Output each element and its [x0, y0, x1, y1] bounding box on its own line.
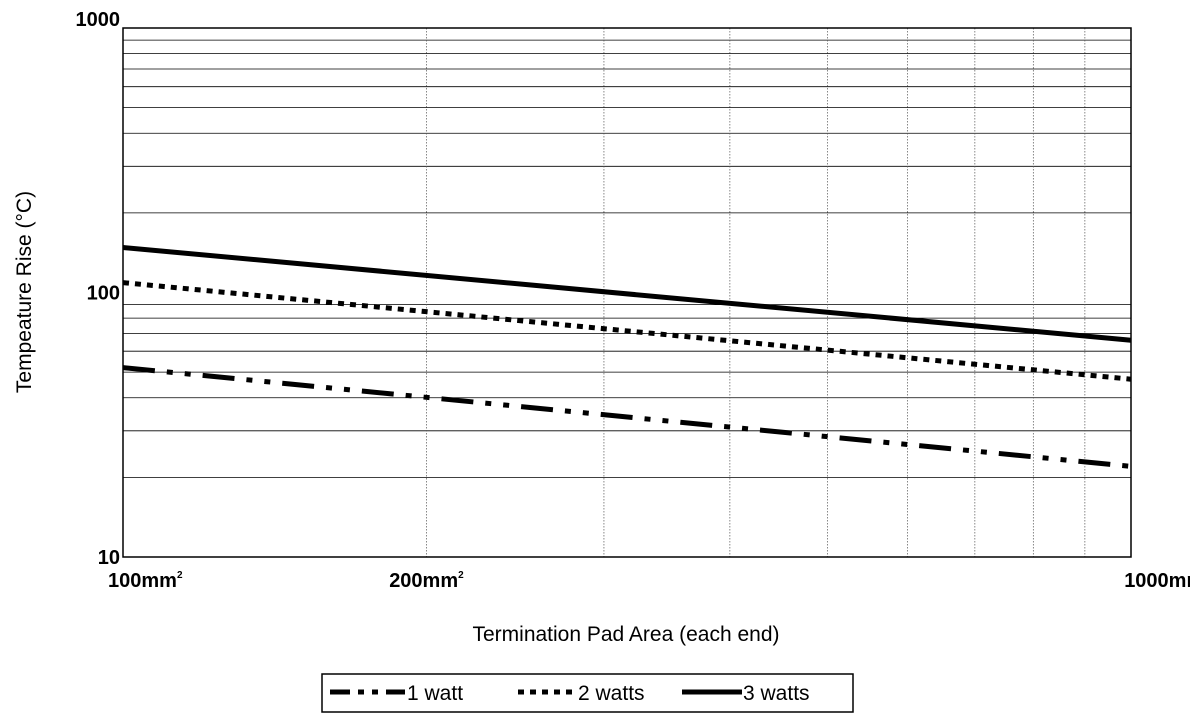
legend-label: 1 watt [407, 682, 463, 705]
series-line-3-watts [123, 248, 1131, 341]
series-line-2-watts [123, 283, 1131, 380]
y-axis-title: Tempeature Rise (°C) [13, 191, 36, 393]
x-axis-title: Termination Pad Area (each end) [472, 623, 779, 646]
x-tick-labels: 100mm2 200mm2 1000mm2 [108, 570, 1190, 592]
x-tick-label: 1000mm2 [1124, 570, 1190, 592]
y-tick-label: 1000 [76, 9, 121, 31]
y-tick-label: 100 [87, 283, 120, 305]
legend-label: 3 watts [743, 682, 810, 705]
x-tick-label: 200mm2 [389, 570, 464, 592]
x-tick-label: 100mm2 [108, 570, 183, 592]
series-line-1-watt [123, 368, 1131, 467]
y-tick-label: 10 [98, 547, 120, 569]
legend: 1 watt 2 watts 3 watts [322, 674, 853, 712]
y-tick-labels: 10 100 1000 [76, 9, 121, 569]
series-layer [123, 248, 1131, 467]
legend-label: 2 watts [578, 682, 645, 705]
